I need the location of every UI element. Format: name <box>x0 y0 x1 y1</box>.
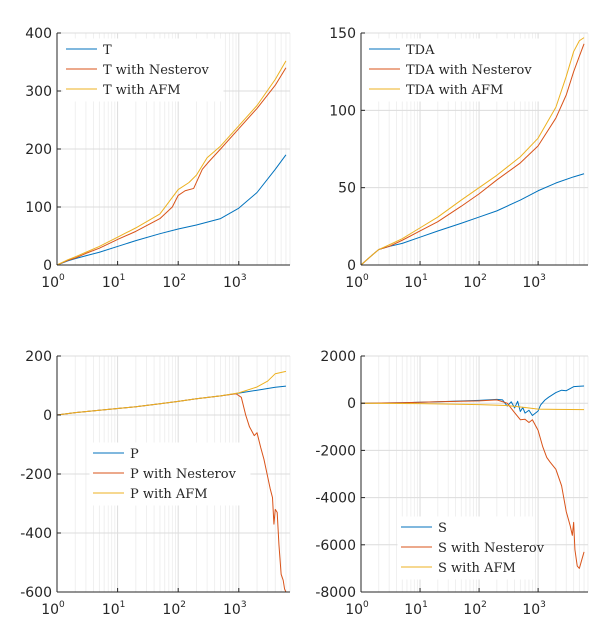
y-tick-label: 150 <box>329 26 356 42</box>
x-tick-label: 103 <box>522 273 546 291</box>
y-tick-label: 50 <box>338 181 356 197</box>
series-line-tda-with-nesterov <box>360 43 585 266</box>
x-tick-label: 102 <box>162 273 186 291</box>
legend-label: TDA with AFM <box>406 83 503 98</box>
x-tick-label: 101 <box>102 273 126 291</box>
series-line-s-with-afm <box>360 402 585 411</box>
y-tick-label: -2000 <box>315 443 356 459</box>
x-tick-label: 103 <box>223 600 247 618</box>
legend-label: T with Nesterov <box>103 63 210 78</box>
chart-panel-2: 0 50 100 150 100 101 102 103 TDA TDA with Nestero… <box>329 26 589 291</box>
x-tick-label: 102 <box>162 600 186 618</box>
y-tick-label: 0 <box>347 396 356 412</box>
x-tick-label: 103 <box>223 273 247 291</box>
legend-label: P with AFM <box>130 487 208 502</box>
series-line-s <box>360 385 585 416</box>
series-line-t <box>56 154 287 266</box>
series-line-t-with-afm <box>56 60 287 266</box>
series-line-s-with-nesterov <box>360 399 585 569</box>
legend: P P with Nesterov P with AFM <box>89 442 251 506</box>
series-line-t-with-nesterov <box>56 67 287 266</box>
legend: T T with Nesterov T with AFM <box>62 38 224 102</box>
y-tick-label: -200 <box>20 467 52 483</box>
legend-label: S <box>438 521 447 536</box>
x-tick-label: 101 <box>102 600 126 618</box>
chart-panel-3: -600 -400 -200 0 200 100 101 102 103 P P with Nest… <box>20 349 291 618</box>
x-tick-label: 100 <box>345 600 369 618</box>
legend-label: TDA <box>406 43 435 58</box>
y-tick-label: 0 <box>347 258 356 274</box>
x-tick-label: 102 <box>463 600 487 618</box>
legend-label: T <box>103 43 112 58</box>
y-tick-label: 400 <box>25 26 52 42</box>
y-tick-label: 200 <box>25 349 52 365</box>
x-tick-label: 100 <box>345 273 369 291</box>
legend-label: T with AFM <box>103 83 181 98</box>
y-tick-label: 2000 <box>320 349 356 365</box>
legend-label: S with AFM <box>438 561 516 576</box>
y-tick-label: 100 <box>329 103 356 119</box>
y-tick-label: -8000 <box>315 585 356 601</box>
legend: S S with Nesterov S with AFM <box>397 516 545 580</box>
x-tick-label: 102 <box>463 273 487 291</box>
legend-label: P <box>130 447 139 462</box>
legend-label: S with Nesterov <box>438 541 545 556</box>
y-tick-label: -400 <box>20 526 52 542</box>
series-line-p-with-afm <box>56 370 287 416</box>
legend-label: P with Nesterov <box>130 467 237 482</box>
x-tick-label: 103 <box>522 600 546 618</box>
legend-label: TDA with Nesterov <box>406 63 532 78</box>
series-line-tda-with-afm <box>360 37 585 266</box>
chart-panel-4: -8000 -6000 -4000 -2000 0 2000 100 101 102 103 S S … <box>315 349 589 618</box>
x-tick-label: 100 <box>41 273 65 291</box>
y-tick-label: -6000 <box>315 538 356 554</box>
x-tick-label: 100 <box>41 600 65 618</box>
y-tick-label: 200 <box>25 142 52 158</box>
y-tick-label: 0 <box>43 408 52 424</box>
y-tick-label: 100 <box>25 200 52 216</box>
y-tick-label: -600 <box>20 585 52 601</box>
legend: TDA TDA with Nesterov TDA with AFM <box>365 38 543 102</box>
y-tick-label: 0 <box>43 258 52 274</box>
y-tick-label: -4000 <box>315 491 356 507</box>
y-tick-label: 300 <box>25 84 52 100</box>
x-tick-label: 101 <box>404 273 428 291</box>
x-tick-label: 101 <box>404 600 428 618</box>
